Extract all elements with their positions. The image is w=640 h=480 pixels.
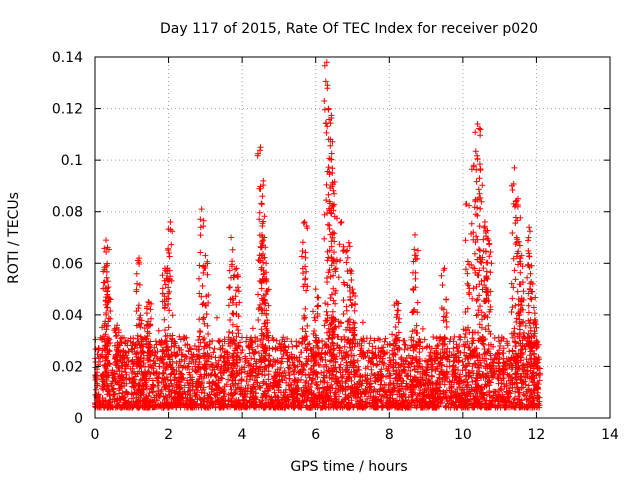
y-tick-label: 0.06 bbox=[52, 256, 83, 272]
x-tick-label: 12 bbox=[528, 427, 546, 443]
x-tick-label: 10 bbox=[454, 427, 472, 443]
chart-title: Day 117 of 2015, Rate Of TEC Index for r… bbox=[160, 21, 538, 37]
x-tick-label: 14 bbox=[601, 427, 619, 443]
y-tick-label: 0.1 bbox=[61, 153, 83, 169]
y-tick-label: 0.04 bbox=[52, 308, 83, 324]
y-tick-labels: 0 0.02 0.04 0.06 0.08 0.1 0.12 0.14 bbox=[52, 50, 83, 427]
y-tick-label: 0.08 bbox=[52, 205, 83, 221]
x-tick-label: 0 bbox=[91, 427, 100, 443]
y-tick-label: 0.12 bbox=[52, 102, 83, 118]
plot-frame bbox=[94, 56, 611, 419]
y-tick-label: 0 bbox=[74, 411, 83, 427]
x-tick-label: 8 bbox=[385, 427, 394, 443]
x-tick-label: 2 bbox=[164, 427, 173, 443]
x-tick-label: 4 bbox=[238, 427, 247, 443]
axis-ticks bbox=[94, 56, 611, 419]
x-tick-labels: 0 2 4 6 8 10 12 14 bbox=[91, 427, 619, 443]
x-tick-label: 6 bbox=[311, 427, 320, 443]
x-axis-label: GPS time / hours bbox=[290, 459, 407, 475]
y-axis-label: ROTI / TECUs bbox=[6, 192, 22, 284]
y-tick-label: 0.14 bbox=[52, 50, 83, 66]
y-tick-label: 0.02 bbox=[52, 359, 83, 375]
